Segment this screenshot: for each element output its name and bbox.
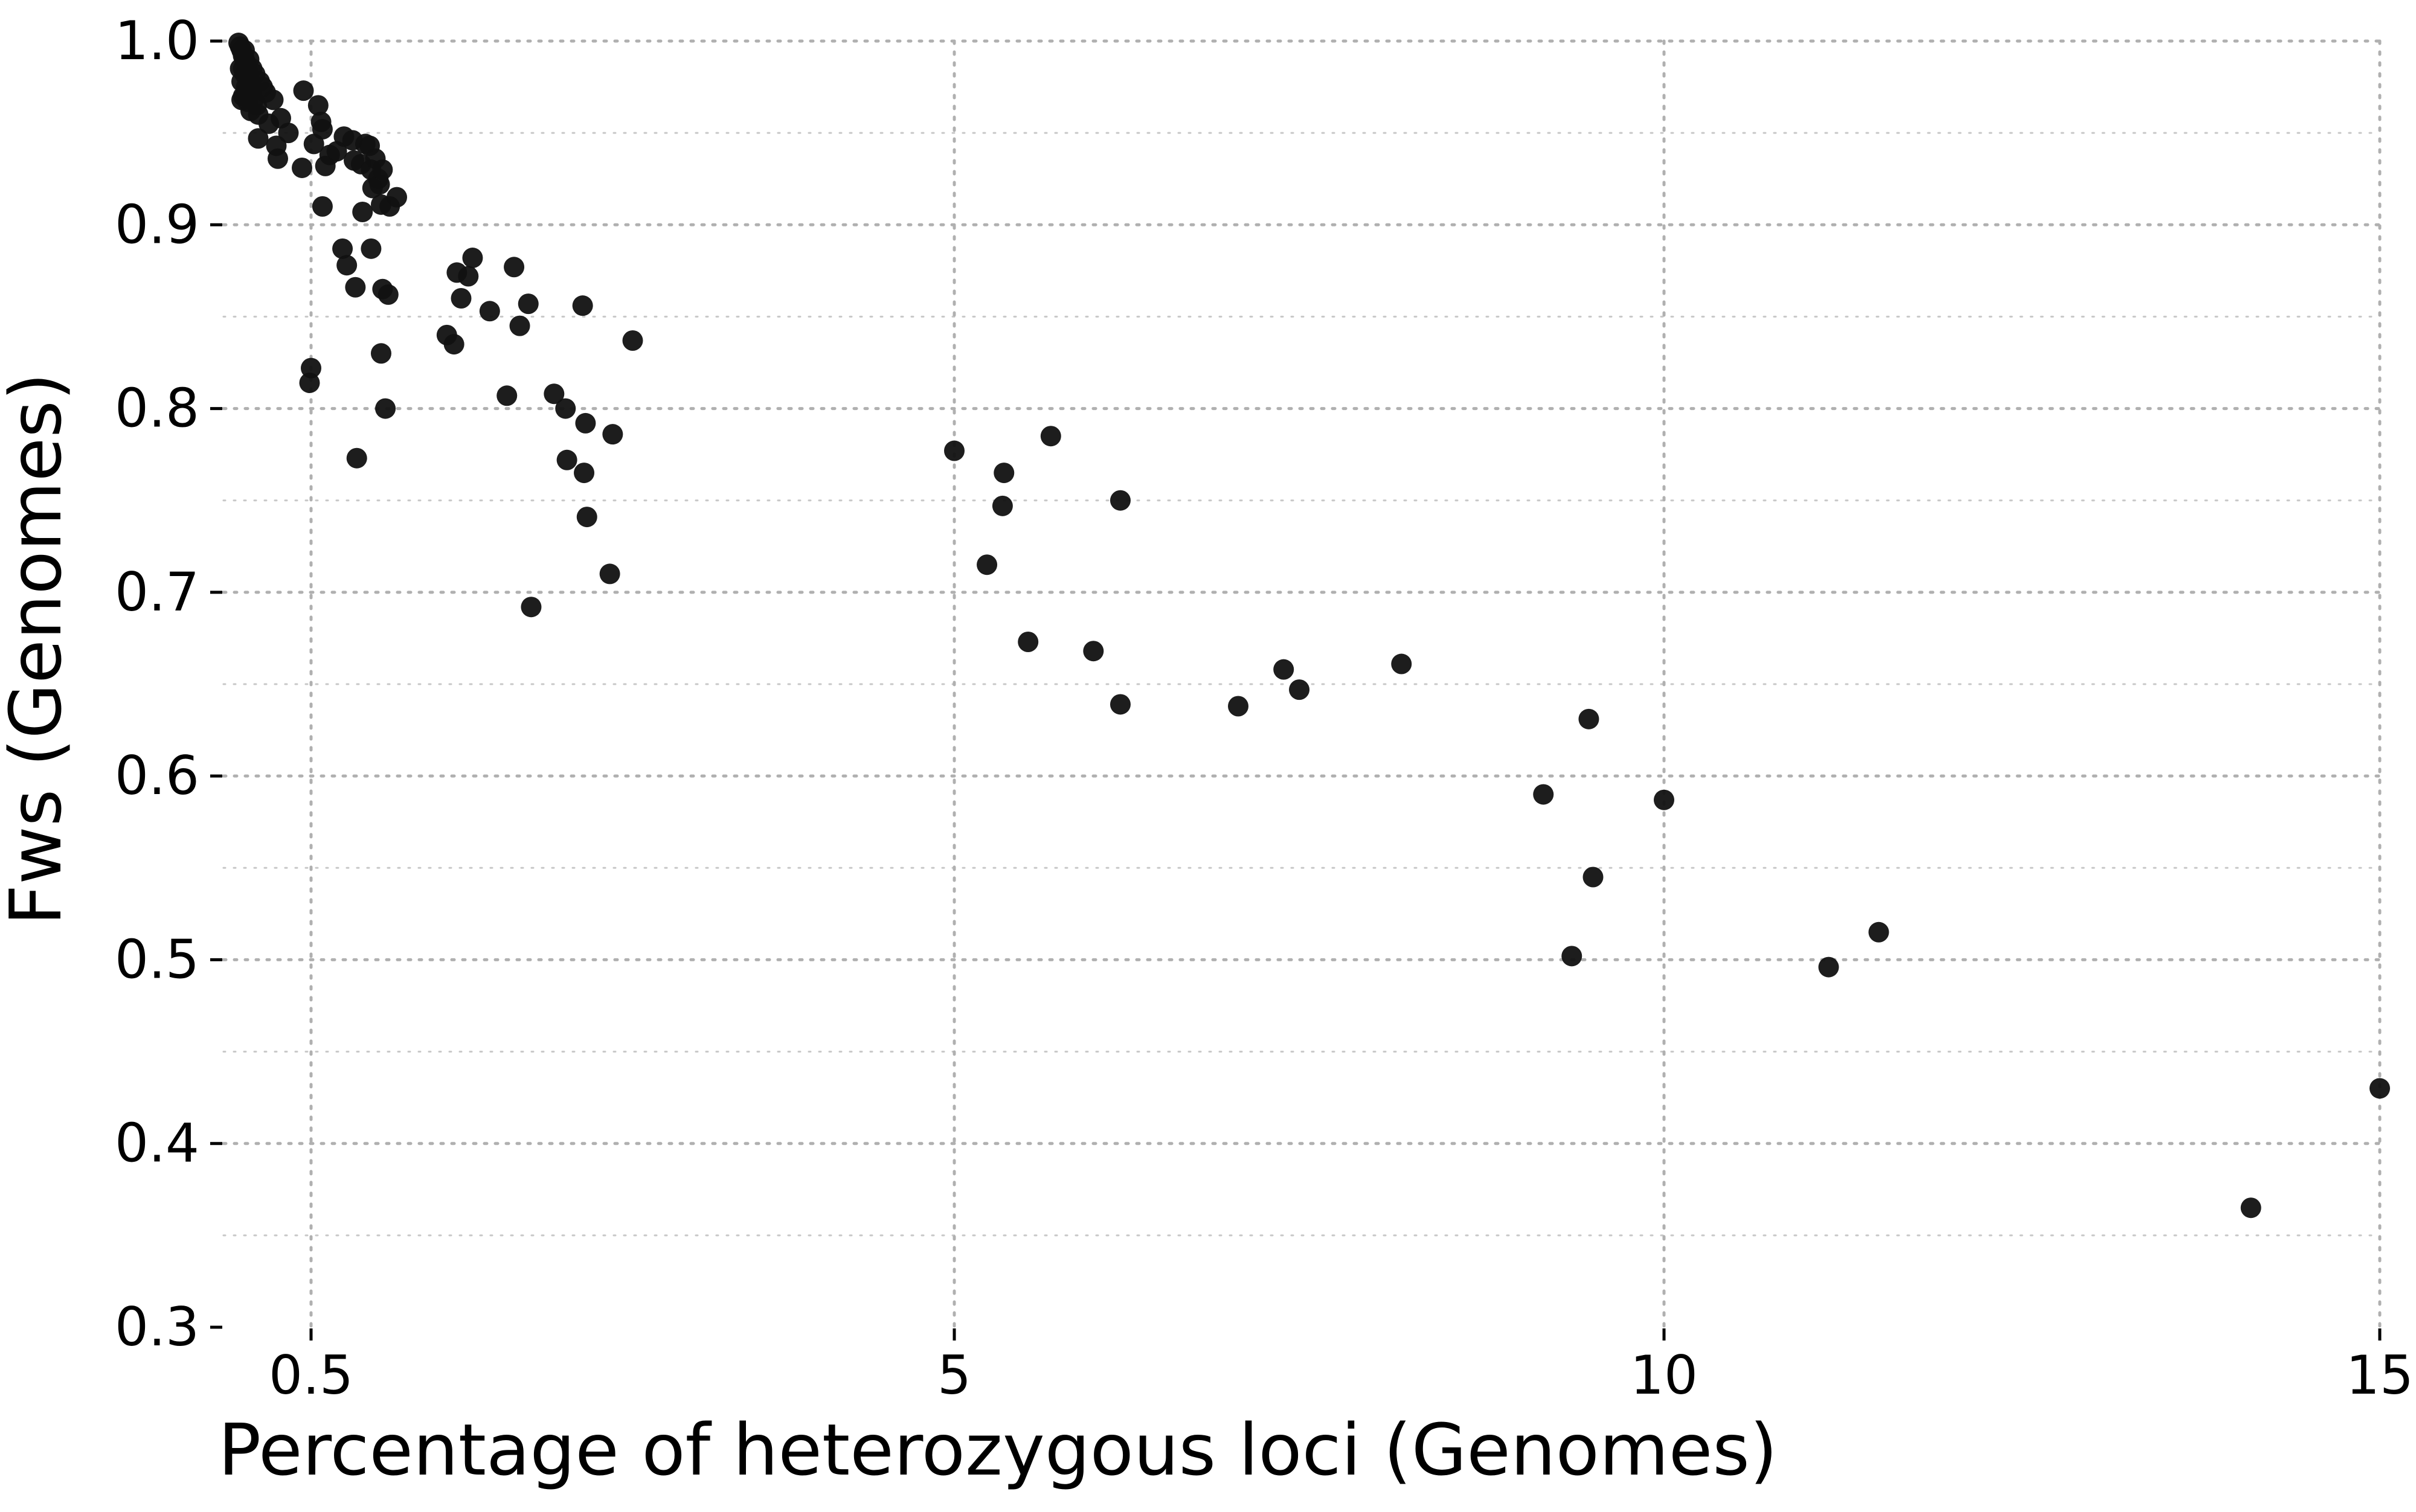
data-point [504,257,525,278]
data-point [2369,1078,2390,1099]
data-point [346,447,367,469]
data-point [462,248,483,269]
x-tick-label: 10 [1630,1344,1698,1406]
data-point [518,293,539,315]
data-point [263,89,284,111]
data-point [375,398,396,419]
data-point [1273,659,1294,680]
data-point [994,463,1015,484]
x-axis-title: Percentage of heterozygous loci (Genomes… [218,1408,1778,1491]
data-point [599,563,620,585]
data-point [303,133,324,155]
data-point [312,196,333,217]
data-point [378,284,399,305]
data-point [574,463,595,484]
y-axis-title: Fws (Genomes) [0,373,77,925]
x-tick-label: 15 [2346,1344,2414,1406]
data-point [521,597,542,618]
data-point [1083,641,1104,662]
data-point [944,440,965,461]
data-point [622,330,643,351]
data-point [268,148,288,169]
data-point [1110,694,1131,715]
data-point [1578,708,1599,729]
data-point [556,449,577,470]
x-tick-label: 5 [937,1344,971,1406]
data-point [1582,867,1604,888]
data-point [1818,956,1839,978]
y-tick-label: 0.6 [115,745,199,807]
y-tick-label: 0.7 [115,561,199,623]
data-point [259,113,279,134]
data-point [479,301,500,322]
data-point [443,334,464,355]
data-point [1228,696,1248,717]
data-point [977,554,998,575]
data-point [278,123,299,144]
data-point [496,385,518,406]
data-point [555,398,576,419]
data-point [361,238,382,259]
data-point [352,201,373,222]
data-point [451,288,472,309]
y-tick-label: 0.8 [115,377,199,440]
y-tick-label: 0.4 [115,1112,199,1174]
data-point [1040,426,1061,447]
data-point [1289,679,1310,700]
data-point [336,255,358,276]
y-tick-label: 1.0 [115,10,199,72]
data-point [572,295,593,316]
data-point [1533,784,1554,805]
data-point [345,277,366,298]
data-point [370,343,391,364]
data-point [1110,490,1131,511]
data-point [292,157,312,178]
data-point [332,238,353,259]
y-tick-label: 0.9 [115,193,199,255]
data-point [1391,653,1412,674]
data-point [576,507,597,528]
data-point [1654,789,1674,810]
tick-layer: 0.3 0.4 0.5 0.6 0.7 0.8 0.9 1.0 0.5 5 10 15 [115,10,2414,1406]
data-point [1018,632,1039,653]
y-tick-label: 0.3 [115,1296,199,1358]
grid-layer [222,39,2382,1329]
point-layer [228,33,2390,1219]
data-point [992,495,1013,516]
data-point [1868,921,1889,943]
y-tick-label: 0.5 [115,928,199,990]
data-point [2240,1197,2261,1219]
data-point [544,383,565,405]
data-point [236,82,257,103]
data-point [307,95,329,116]
data-point [602,424,623,445]
data-point [509,315,530,336]
x-tick-label: 0.5 [269,1344,353,1406]
data-point [575,412,596,434]
data-point [299,372,320,393]
data-point [387,187,407,208]
data-point [458,266,479,287]
data-point [1561,946,1582,967]
data-point [293,80,314,101]
data-point [372,159,393,180]
data-point [248,128,269,149]
